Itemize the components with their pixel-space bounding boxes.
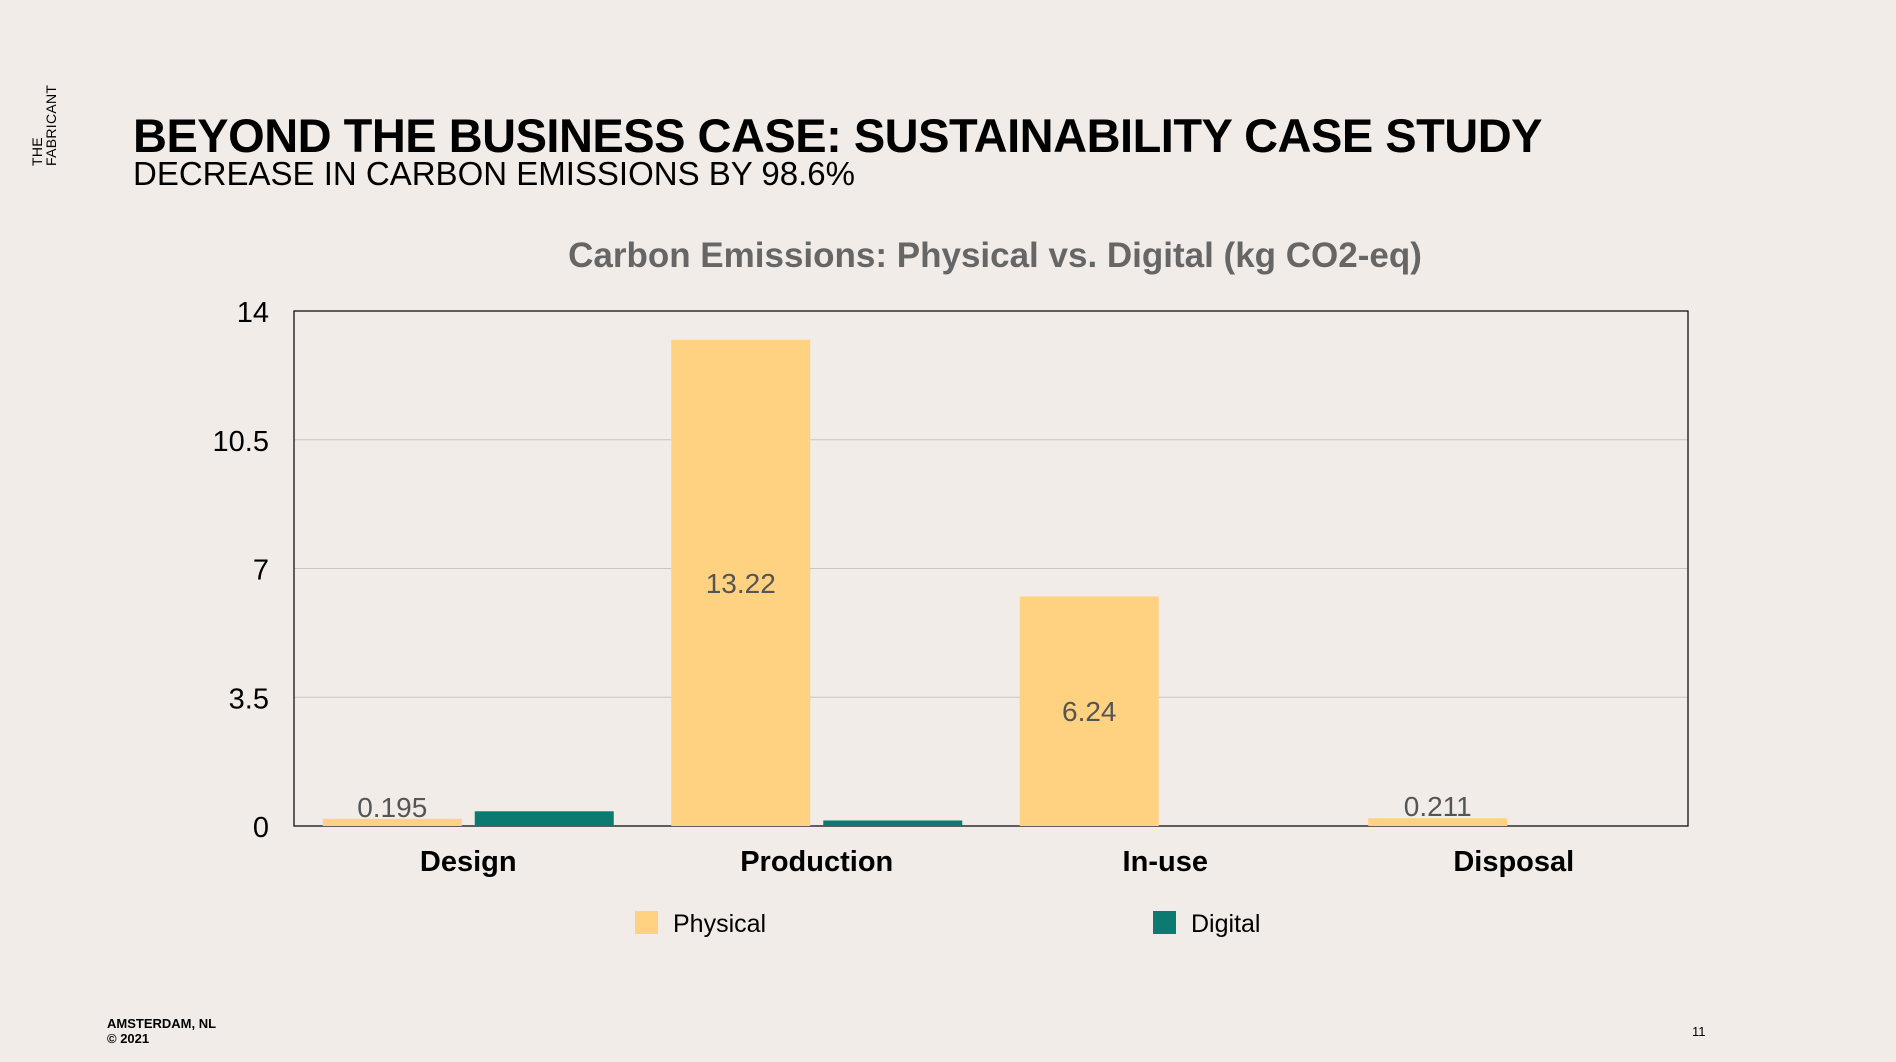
x-tick-label: Disposal — [1453, 846, 1574, 878]
y-tick-label: 10.5 — [213, 426, 269, 458]
legend-label-physical: Physical — [673, 910, 766, 938]
bar-physical-disposal — [1368, 818, 1508, 826]
page-number: 11 — [1692, 1024, 1706, 1039]
bar-digital-production — [823, 820, 963, 826]
legend-label-digital: Digital — [1191, 910, 1260, 938]
data-label: 0.195 — [357, 792, 427, 823]
footer-copyright: © 2021 — [107, 1031, 150, 1046]
y-tick-label: 14 — [237, 297, 269, 329]
data-label: 0.211 — [1404, 791, 1472, 822]
bar-physical-design — [322, 818, 462, 826]
slide-subtitle: DECREASE IN CARBON EMISSIONS BY 98.6% — [133, 155, 855, 192]
y-tick-label: 0 — [253, 812, 269, 844]
bar-physical-in-use — [1019, 596, 1159, 826]
y-tick-label: 3.5 — [229, 683, 269, 715]
bar-digital-design — [474, 811, 614, 826]
x-tick-label: In-use — [1123, 846, 1208, 878]
data-label: 6.24 — [1062, 696, 1117, 727]
footer-city: AMSTERDAM, NL — [107, 1016, 217, 1031]
x-tick-label: Design — [420, 846, 517, 878]
bar-physical-production — [671, 339, 811, 826]
plot-frame — [293, 310, 1689, 827]
legend-swatch-physical — [635, 911, 658, 934]
data-label: 13.22 — [706, 568, 776, 599]
legend-swatch-digital — [1153, 911, 1176, 934]
chart-title: Carbon Emissions: Physical vs. Digital (… — [568, 236, 1422, 275]
y-tick-label: 7 — [253, 555, 269, 587]
footer-location: AMSTERDAM, NL © 2021 — [107, 1016, 216, 1046]
slide-title: BEYOND THE BUSINESS CASE: SUSTAINABILITY… — [133, 109, 1543, 162]
x-tick-label: Production — [740, 846, 893, 878]
